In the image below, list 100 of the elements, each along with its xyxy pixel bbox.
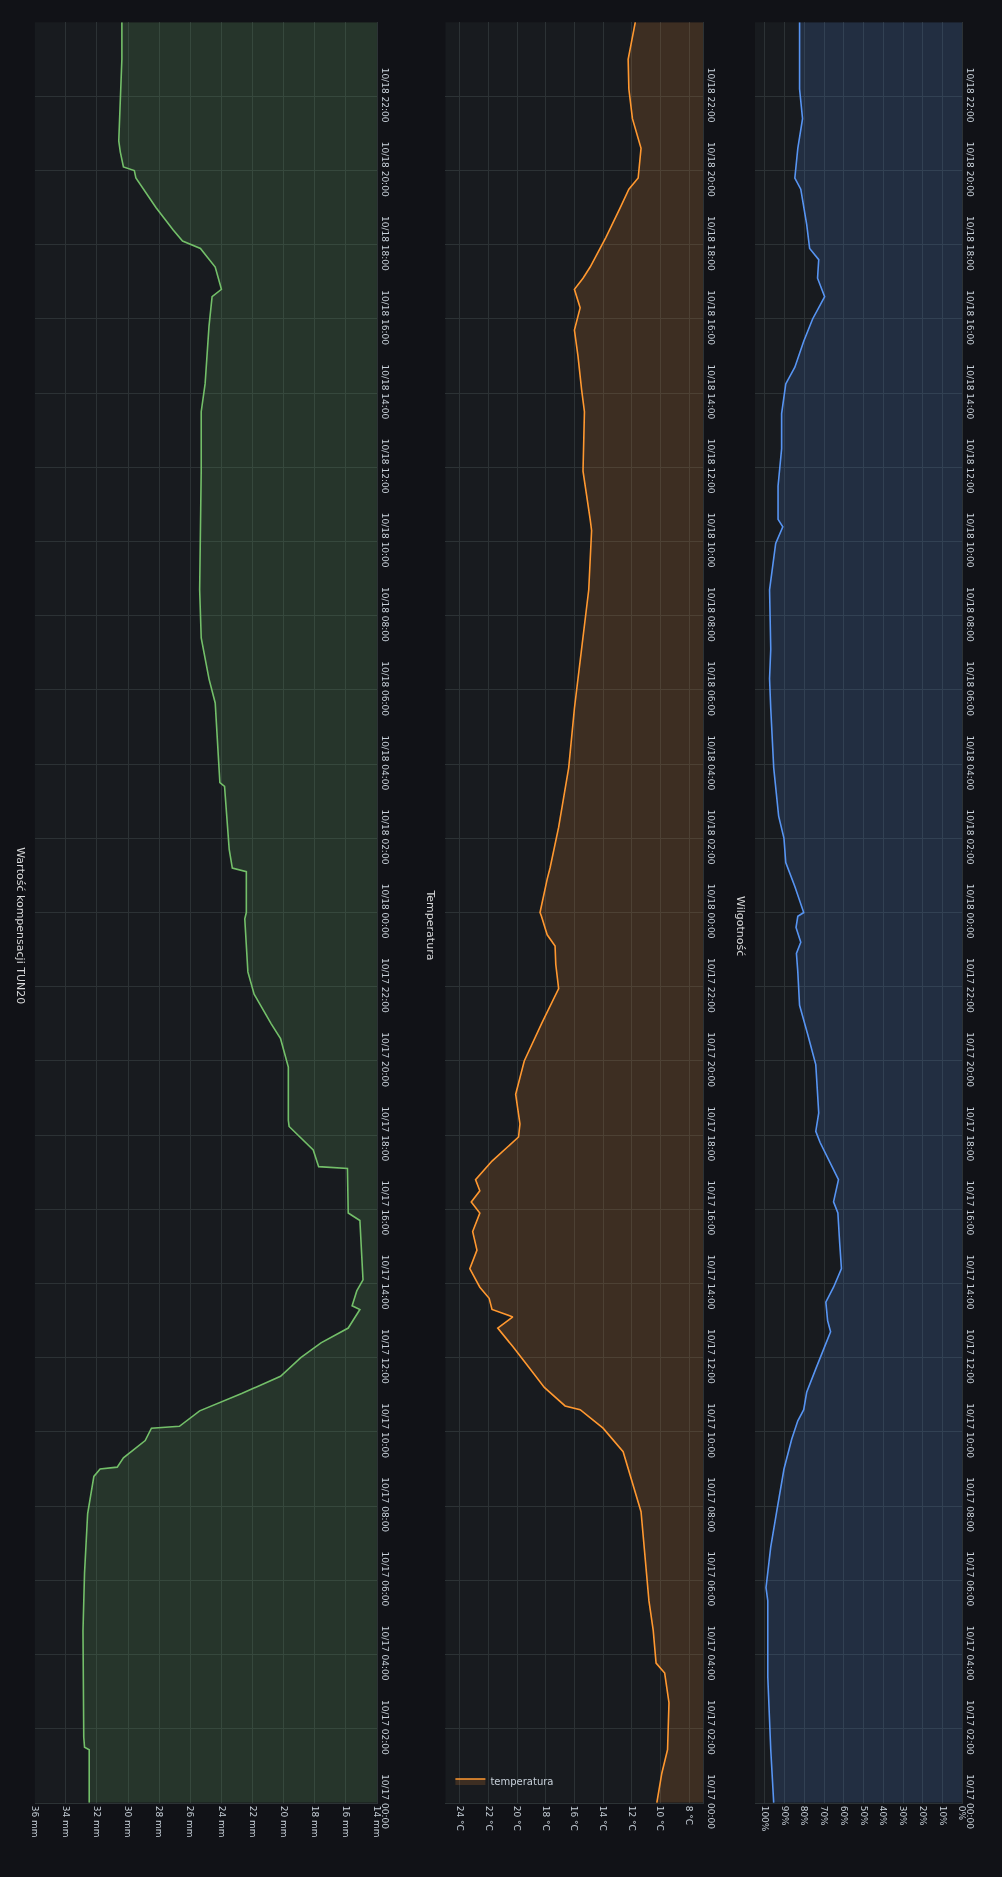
- y-tick-label: 10/17 04:00: [705, 1625, 716, 1681]
- y-tick-label: 10/18 06:00: [379, 661, 390, 717]
- x-tick-label: 24 °C: [454, 1805, 465, 1831]
- y-tick-label: 10/17 04:00: [964, 1625, 975, 1681]
- x-tick-label: 16 °C: [569, 1805, 580, 1831]
- x-tick-label: 20%: [917, 1805, 928, 1827]
- y-tick-label: 10/17 22:00: [705, 958, 716, 1014]
- y-tick-label: 10/17 16:00: [705, 1180, 716, 1236]
- y-tick-label: 10/18 22:00: [964, 67, 975, 123]
- x-tick-label: 20 °C: [512, 1805, 523, 1831]
- x-tick-label: 60%: [838, 1805, 849, 1827]
- y-tick-label: 10/17 08:00: [705, 1477, 716, 1533]
- y-tick-label: 10/18 16:00: [379, 290, 390, 346]
- x-tick-label: 14 °C: [598, 1805, 609, 1831]
- y-tick-label: 10/18 00:00: [964, 883, 975, 939]
- y-tick-label: 10/17 04:00: [379, 1625, 390, 1681]
- x-tick-label: 18 °C: [540, 1805, 551, 1831]
- y-tick-label: 10/17 22:00: [964, 958, 975, 1014]
- y-tick-label: 10/18 08:00: [379, 587, 390, 643]
- y-tick-label: 10/17 10:00: [705, 1403, 716, 1459]
- y-tick-label: 10/17 16:00: [964, 1180, 975, 1236]
- x-tick-label: 12 °C: [626, 1805, 637, 1831]
- x-tick-label: 70%: [819, 1805, 830, 1827]
- y-tick-label: 10/18 10:00: [964, 512, 975, 568]
- y-tick-label: 10/18 12:00: [964, 438, 975, 494]
- x-tick-label: 40%: [878, 1805, 889, 1827]
- y-tick-label: 10/18 20:00: [379, 141, 390, 197]
- x-tick-label: 30%: [898, 1805, 909, 1827]
- y-tick-label: 10/18 14:00: [964, 364, 975, 420]
- x-tick-label: 10 °C: [655, 1805, 666, 1831]
- y-tick-label: 10/17 08:00: [379, 1477, 390, 1533]
- y-tick-label: 10/17 22:00: [379, 958, 390, 1014]
- y-tick-label: 10/18 08:00: [964, 587, 975, 643]
- y-tick-label: 10/17 12:00: [964, 1328, 975, 1384]
- y-tick-label: 10/17 12:00: [705, 1328, 716, 1384]
- y-tick-label: 10/18 02:00: [705, 809, 716, 865]
- y-tick-label: 10/17 02:00: [379, 1699, 390, 1755]
- y-tick-label: 10/17 06:00: [705, 1551, 716, 1607]
- y-tick-label: 10/18 14:00: [705, 364, 716, 420]
- y-tick-label: 10/18 00:00: [379, 883, 390, 939]
- text: Temperatura: [424, 889, 438, 961]
- y-tick-label: 10/18 12:00: [705, 438, 716, 494]
- y-tick-label: 10/18 18:00: [379, 216, 390, 272]
- y-tick-label: 10/17 12:00: [379, 1328, 390, 1384]
- y-tick-label: 10/18 04:00: [379, 735, 390, 791]
- y-tick-label: 10/18 02:00: [964, 809, 975, 865]
- x-tick-label: 24 mm: [216, 1805, 227, 1838]
- y-tick-label: 10/17 20:00: [379, 1032, 390, 1088]
- y-tick-label: 10/18 00:00: [705, 883, 716, 939]
- y-tick-label: 10/18 08:00: [705, 587, 716, 643]
- y-tick-label: 10/17 14:00: [379, 1254, 390, 1310]
- y-tick-label: 10/17 06:00: [964, 1551, 975, 1607]
- x-tick-label: 26 mm: [185, 1805, 196, 1838]
- y-tick-label: 10/18 10:00: [379, 512, 390, 568]
- x-tick-label: 80%: [799, 1805, 810, 1827]
- y-tick-label: 10/17 20:00: [964, 1032, 975, 1088]
- y-tick-label: 10/17 02:00: [705, 1699, 716, 1755]
- x-tick-label: 8 °C: [684, 1805, 695, 1826]
- y-tick-label: 10/18 06:00: [964, 661, 975, 717]
- y-tick-label: 10/18 14:00: [379, 364, 390, 420]
- y-tick-label: 10/18 22:00: [705, 67, 716, 123]
- y-tick-label: 10/18 20:00: [705, 141, 716, 197]
- y-tick-label: 10/17 10:00: [379, 1403, 390, 1459]
- y-tick-label: 10/17 18:00: [705, 1106, 716, 1162]
- y-tick-label: 10/17 18:00: [964, 1106, 975, 1162]
- y-tick-label: 10/17 14:00: [964, 1254, 975, 1310]
- y-tick-label: 10/18 06:00: [705, 661, 716, 717]
- y-tick-label: 10/18 16:00: [705, 290, 716, 346]
- y-tick-label: 10/17 10:00: [964, 1403, 975, 1459]
- text: Wartość kompensacji TUN20: [13, 847, 27, 1005]
- x-tick-label: 22 mm: [247, 1805, 258, 1838]
- y-tick-label: 10/18 02:00: [379, 809, 390, 865]
- y-tick-label: 10/17 16:00: [379, 1180, 390, 1236]
- y-tick-label: 10/17 02:00: [964, 1699, 975, 1755]
- y-tick-label: 10/18 18:00: [964, 216, 975, 272]
- y-tick-label: 10/18 22:00: [379, 67, 390, 123]
- y-tick-label: 10/18 20:00: [964, 141, 975, 197]
- y-tick-label: 10/17 00:00: [705, 1774, 716, 1830]
- y-tick-label: 10/17 20:00: [705, 1032, 716, 1088]
- y-tick-label: 10/18 18:00: [705, 216, 716, 272]
- x-tick-label: 34 mm: [60, 1805, 71, 1838]
- y-tick-label: 10/17 18:00: [379, 1106, 390, 1162]
- y-tick-label: 10/18 04:00: [705, 735, 716, 791]
- y-tick-label: 10/18 12:00: [379, 438, 390, 494]
- x-tick-label: 50%: [858, 1805, 869, 1827]
- x-tick-label: 18 mm: [309, 1805, 320, 1838]
- x-tick-label: 100%: [759, 1805, 770, 1832]
- legend-label: temperatura: [490, 1775, 554, 1787]
- x-tick-label: 10%: [937, 1805, 948, 1827]
- y-tick-label: 10/18 10:00: [705, 512, 716, 568]
- x-tick-label: 30 mm: [123, 1805, 134, 1838]
- y-tick-label: 10/17 06:00: [379, 1551, 390, 1607]
- x-tick-label: 90%: [779, 1805, 790, 1827]
- y-tick-label: 10/17 14:00: [705, 1254, 716, 1310]
- x-tick-label: 16 mm: [340, 1805, 351, 1838]
- y-tick-label: 10/17 08:00: [964, 1477, 975, 1533]
- x-tick-label: 28 mm: [154, 1805, 165, 1838]
- x-tick-label: 36 mm: [29, 1805, 40, 1838]
- x-tick-label: 22 °C: [483, 1805, 494, 1831]
- x-tick-label: 32 mm: [92, 1805, 103, 1838]
